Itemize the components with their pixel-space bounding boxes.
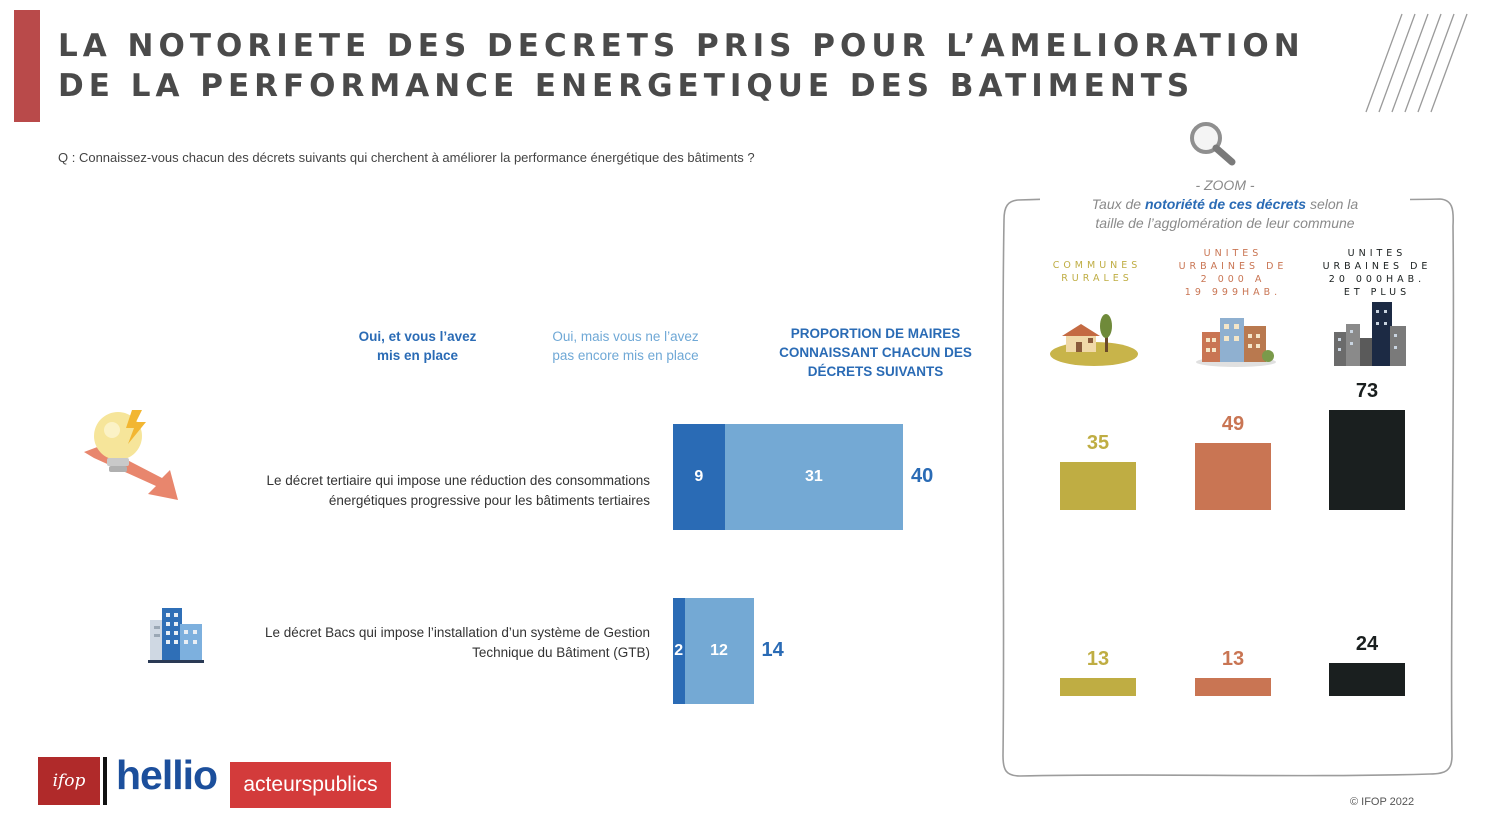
legend-not-implemented-line: pas encore mis en place (552, 348, 699, 363)
bar-value-label: 9 (694, 468, 704, 485)
city-icon (1334, 302, 1406, 366)
column-header-rural: COMMUNES RURALES (1032, 259, 1162, 285)
zoom-label: - ZOOM - (1195, 177, 1255, 193)
zoom-subtitle-text: Taux de (1091, 196, 1142, 212)
zoom-bar-bacs-rural (1060, 678, 1136, 696)
legend-proportion-line: DÉCRETS SUIVANTS (807, 364, 944, 379)
decree-label-bacs: Le décret Bacs qui impose l’installation… (150, 623, 650, 663)
column-header-line: 20 000HAB. (1328, 274, 1426, 285)
column-header-line: RURALES (1061, 273, 1133, 284)
zoom-bar-bacs-large-urban (1329, 663, 1405, 696)
building-icon (148, 608, 204, 663)
legend-proportion: PROPORTION DE MAIRES CONNAISSANT CHACUN … (768, 324, 983, 381)
zoom-value-tertiary-small-urban: 49 (1221, 412, 1245, 435)
column-header-line: 19 999HAB. (1184, 287, 1282, 298)
zoom-value-bacs-small-urban: 13 (1221, 648, 1245, 671)
logo-separator (103, 757, 107, 805)
decree-label-line: Le décret Bacs qui impose l’installation… (265, 625, 650, 640)
zoom-value-tertiary-large-urban: 73 (1355, 379, 1379, 402)
zoom-subtitle-highlight: notoriété de ces décrets (1144, 196, 1307, 212)
zoom-value-bacs-rural: 13 (1086, 648, 1110, 671)
hatch-decoration (1365, 13, 1468, 113)
bar-implemented-bacs: 2 (673, 598, 685, 704)
bar-not-implemented-bacs: 12 (684, 598, 754, 704)
copyright: © IFOP 2022 (1350, 796, 1415, 808)
decree-label-line: énergétiques progressive pour les bâtime… (328, 493, 650, 508)
column-header-large-urban: UNITES URBAINES DE 20 000HAB. ET PLUS (1312, 247, 1442, 299)
ifop-logo: ifop (38, 757, 100, 805)
bar-implemented-tertiary: 9 (673, 424, 725, 530)
decree-label-line: Le décret tertiaire qui impose une réduc… (266, 473, 650, 488)
column-header-line: UNITES (1347, 248, 1407, 259)
title-accent-bar (14, 10, 40, 122)
legend-implemented: Oui, et vous l’avez mis en place (340, 327, 495, 365)
bar-value-label: 12 (710, 642, 728, 659)
decree-label-line: Technique du Bâtiment (GTB) (472, 645, 650, 660)
hellio-logo: hellio (116, 752, 218, 798)
zoom-frame (1002, 197, 1455, 777)
legend-not-implemented-line: Oui, mais vous ne l’avez (552, 329, 699, 344)
legend-implemented-line: Oui, et vous l’avez (358, 329, 477, 344)
zoom-bar-bacs-small-urban (1195, 678, 1271, 696)
zoom-value-bacs-large-urban: 24 (1355, 633, 1379, 656)
column-header-line: URBAINES DE (1322, 261, 1432, 272)
acteurspublics-logo: acteurspublics (230, 762, 391, 808)
town-icon (1196, 318, 1276, 367)
total-value-bacs: 14 (761, 639, 784, 661)
zoom-heading: - ZOOM - Taux de notoriété de ces décret… (1040, 176, 1410, 233)
column-header-line: URBAINES DE (1178, 261, 1288, 272)
zoom-value-tertiary-rural: 35 (1086, 432, 1110, 455)
zoom-subtitle-line: Taux de notoriété de ces décrets selon l… (1040, 195, 1410, 214)
bar-value-label: 2 (674, 642, 684, 659)
column-header-line: ET PLUS (1343, 287, 1411, 298)
title-line-2: DE LA PERFORMANCE ENERGETIQUE DES BATIME… (58, 68, 1195, 104)
column-header-line: UNITES (1203, 248, 1263, 259)
village-icon (1050, 314, 1138, 366)
survey-question: Q : Connaissez-vous chacun des décrets s… (58, 150, 755, 165)
page-title: LA NOTORIETE DES DECRETS PRIS POUR L’AME… (58, 26, 1305, 106)
decree-label-tertiary: Le décret tertiaire qui impose une réduc… (150, 471, 650, 511)
total-value-tertiary: 40 (911, 465, 934, 487)
lightbulb-icon (84, 410, 178, 500)
legend-proportion-line: PROPORTION DE MAIRES (790, 326, 961, 341)
bar-value-label: 31 (804, 468, 823, 485)
legend-proportion-line: CONNAISSANT CHACUN DES (779, 345, 972, 360)
title-line-1: LA NOTORIETE DES DECRETS PRIS POUR L’AME… (58, 28, 1305, 64)
zoom-bar-tertiary-large-urban (1329, 409, 1405, 510)
legend-implemented-line: mis en place (376, 348, 459, 363)
zoom-subtitle-text: taille de l’agglomération de leur commun… (1095, 215, 1355, 231)
zoom-subtitle-text: selon la (1309, 196, 1359, 212)
column-header-line: COMMUNES (1052, 260, 1142, 271)
bar-not-implemented-tertiary: 31 (724, 424, 903, 530)
zoom-bar-tertiary-rural (1060, 462, 1136, 510)
zoom-bar-tertiary-small-urban (1195, 442, 1271, 510)
column-header-line: 2 000 A (1200, 274, 1266, 285)
magnifier-icon (1190, 122, 1236, 166)
legend-not-implemented: Oui, mais vous ne l’avez pas encore mis … (528, 327, 723, 365)
column-header-small-urban: UNITES URBAINES DE 2 000 A 19 999HAB. (1168, 247, 1298, 299)
